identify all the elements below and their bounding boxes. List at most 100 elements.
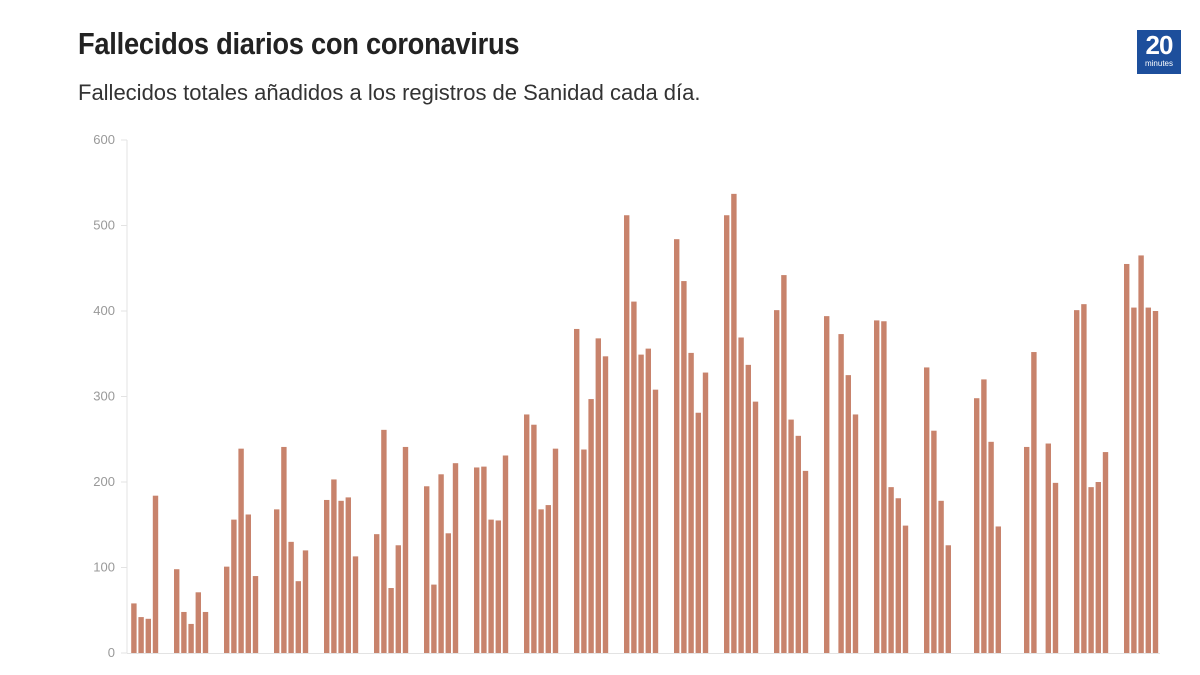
bar — [495, 520, 501, 653]
bar — [738, 337, 744, 653]
chart-title: Fallecidos diarios con coronavirus — [78, 26, 520, 61]
bar — [388, 588, 394, 653]
bar — [624, 215, 630, 654]
bar — [1024, 446, 1030, 653]
bar — [824, 316, 830, 653]
y-tick-label: 0 — [108, 645, 115, 660]
bar — [345, 497, 351, 653]
bar — [181, 611, 187, 653]
bar — [931, 430, 937, 653]
bar — [581, 449, 587, 653]
bar — [395, 545, 401, 653]
bar — [481, 466, 487, 653]
bar — [638, 354, 644, 653]
bar — [438, 474, 444, 653]
bar — [288, 541, 294, 653]
bar — [174, 569, 180, 653]
bar — [852, 414, 859, 653]
y-tick-label: 600 — [93, 132, 115, 147]
bar — [238, 448, 244, 653]
bar — [324, 499, 330, 653]
bar — [152, 495, 159, 653]
bar — [445, 533, 451, 653]
bar — [995, 526, 1001, 653]
bar — [195, 592, 201, 653]
logo-20minutos: 20 minutes — [1137, 30, 1181, 74]
bar — [431, 584, 437, 653]
bar — [338, 500, 344, 653]
bar — [474, 467, 480, 653]
bar — [1138, 255, 1144, 654]
bar — [745, 364, 751, 653]
bar — [1031, 352, 1037, 653]
logo-word: minutes — [1144, 59, 1173, 68]
bar — [1052, 482, 1059, 653]
bar — [688, 352, 694, 653]
bar — [924, 367, 930, 653]
bar — [652, 389, 659, 653]
bar — [331, 479, 337, 653]
bar — [145, 618, 151, 653]
bar — [781, 275, 787, 653]
bar — [588, 399, 594, 653]
bar — [695, 412, 701, 653]
bar — [131, 603, 137, 653]
bar — [352, 556, 359, 653]
bar — [552, 448, 559, 653]
bar — [595, 338, 601, 653]
bar — [881, 321, 887, 653]
bar — [1131, 307, 1137, 653]
bar — [488, 519, 494, 653]
bar — [274, 509, 280, 653]
bar — [888, 487, 894, 653]
logo-number: 20 — [1145, 30, 1174, 60]
bar — [631, 301, 637, 653]
bar — [795, 435, 801, 653]
bar — [1045, 443, 1051, 653]
bar — [1081, 304, 1087, 653]
bar — [845, 375, 851, 653]
bar — [538, 509, 544, 653]
bar — [645, 348, 651, 653]
bar — [838, 334, 844, 653]
bar — [602, 356, 609, 653]
y-tick-label: 100 — [93, 560, 115, 575]
bar — [138, 617, 144, 653]
bar — [224, 566, 230, 653]
bar — [938, 500, 944, 653]
bar — [974, 398, 980, 653]
bar — [1095, 482, 1101, 653]
bar — [1074, 310, 1080, 653]
bar — [1152, 311, 1159, 653]
y-tick-label: 300 — [93, 389, 115, 404]
bar — [252, 576, 259, 653]
bar — [374, 534, 380, 653]
bar — [531, 424, 537, 653]
bar — [752, 401, 759, 653]
bar — [788, 419, 794, 653]
bar — [231, 519, 237, 653]
chart-subtitle: Fallecidos totales añadidos a los regist… — [78, 80, 701, 105]
bar — [774, 310, 780, 653]
bar — [1088, 487, 1094, 653]
bar — [1145, 307, 1151, 653]
bar — [981, 379, 987, 653]
bar — [402, 446, 409, 653]
bar — [281, 446, 287, 653]
bar — [945, 545, 951, 653]
bar — [545, 505, 551, 653]
y-tick-label: 200 — [93, 474, 115, 489]
bar — [188, 623, 194, 653]
bar — [1102, 452, 1109, 653]
bar — [424, 486, 430, 653]
bar — [731, 193, 737, 654]
bar — [302, 550, 309, 653]
bar — [245, 514, 251, 653]
bar — [1124, 263, 1130, 653]
bar — [452, 463, 459, 653]
y-tick-label: 400 — [93, 303, 115, 318]
bar — [988, 441, 994, 653]
bar — [902, 525, 909, 653]
bar — [674, 239, 680, 653]
